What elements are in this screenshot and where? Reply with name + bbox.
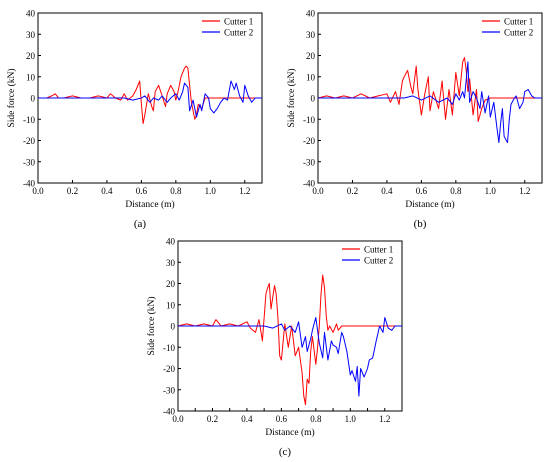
- y-tick-label-0-3: -10: [23, 115, 35, 125]
- y-tick-label-1-7: 30: [306, 30, 316, 40]
- panel-label-a: (a): [134, 218, 147, 230]
- x-tick-label-1-5: 1.0: [485, 186, 497, 196]
- legend-label-1-0: Cutter 1: [504, 17, 533, 27]
- chart-panel-a: -40 -30 -20 -10 0 10 20 30 40 0.0 0.2 0.4 0.6 0.8 1.0 1…: [6, 9, 263, 210]
- legend-label-1-1: Cutter 2: [504, 28, 533, 38]
- x-tick-label-2-12: 1.2: [379, 414, 390, 424]
- y-tick-label-1-8: 40: [306, 9, 316, 19]
- y-tick-label-0-4: 0: [31, 94, 36, 104]
- y-tick-label-2-1: -30: [163, 385, 175, 395]
- y-tick-label-1-6: 20: [306, 51, 316, 61]
- legend-label-2-1: Cutter 2: [364, 256, 393, 266]
- x-tick-label-1-2: 0.4: [381, 186, 393, 196]
- y-axis-label-1: Side force (kN): [286, 68, 297, 127]
- x-tick-label-2-2: 0.2: [207, 414, 218, 424]
- series-line-2-1: [178, 317, 402, 397]
- x-tick-label-0-3: 0.6: [136, 186, 148, 196]
- x-tick-label-2-6: 0.6: [276, 414, 288, 424]
- legend-label-0-1: Cutter 2: [224, 28, 253, 38]
- series-line-1-0: [318, 57, 542, 122]
- y-tick-label-1-2: -20: [303, 136, 315, 146]
- y-tick-label-2-3: -10: [163, 343, 175, 353]
- x-tick-label-0-1: 0.2: [67, 186, 78, 196]
- chart-panel-c: -40 -30 -20 -10 0 10 20 30 40 0.0 0.2 0.4 0.6 0.8 1.0 1…: [146, 237, 403, 438]
- x-axis-label-1: Distance (m): [405, 199, 454, 210]
- y-tick-label-0-1: -30: [23, 157, 35, 167]
- x-tick-label-0-4: 0.8: [170, 186, 182, 196]
- y-tick-label-2-8: 40: [166, 237, 176, 247]
- y-tick-label-0-2: -20: [23, 136, 35, 146]
- x-tick-label-1-6: 1.2: [519, 186, 530, 196]
- y-tick-label-2-6: 20: [166, 279, 176, 289]
- y-tick-label-0-6: 20: [26, 51, 36, 61]
- x-tick-label-2-4: 0.4: [241, 414, 253, 424]
- x-tick-label-2-10: 1.0: [345, 414, 357, 424]
- y-tick-label-1-0: -40: [303, 179, 315, 189]
- x-axis-label-2: Distance (m): [265, 427, 314, 438]
- x-tick-label-1-0: 0.0: [312, 186, 324, 196]
- y-tick-label-0-0: -40: [23, 179, 35, 189]
- x-tick-label-0-2: 0.4: [101, 186, 113, 196]
- y-tick-label-0-5: 10: [26, 72, 36, 82]
- legend-label-2-0: Cutter 1: [364, 245, 393, 255]
- y-tick-label-2-2: -20: [163, 364, 175, 374]
- y-tick-label-2-0: -40: [163, 407, 175, 417]
- y-axis-label-2: Side force (kN): [146, 296, 157, 355]
- panel-label-b: (b): [414, 218, 427, 230]
- y-tick-label-1-4: 0: [311, 94, 316, 104]
- panel-label-c: (c): [279, 446, 292, 458]
- x-tick-label-1-3: 0.6: [416, 186, 428, 196]
- y-tick-label-2-5: 10: [166, 300, 176, 310]
- x-tick-label-0-6: 1.2: [239, 186, 250, 196]
- series-line-0-1: [38, 80, 262, 118]
- x-tick-label-0-5: 1.0: [205, 186, 217, 196]
- legend-label-0-0: Cutter 1: [224, 17, 253, 27]
- series-line-1-1: [318, 61, 542, 144]
- chart-panel-b: -40 -30 -20 -10 0 10 20 30 40 0.0 0.2 0.4 0.6 0.8 1.0 1…: [286, 9, 543, 210]
- x-tick-label-2-0: 0.0: [172, 414, 184, 424]
- x-tick-label-1-1: 0.2: [347, 186, 358, 196]
- y-axis-label-0: Side force (kN): [6, 68, 17, 127]
- series-line-2-0: [178, 274, 402, 406]
- x-axis-label-0: Distance (m): [125, 199, 174, 210]
- x-tick-label-0-0: 0.0: [32, 186, 44, 196]
- y-tick-label-2-7: 30: [166, 258, 176, 268]
- y-tick-label-1-5: 10: [306, 72, 316, 82]
- y-tick-label-1-1: -30: [303, 157, 315, 167]
- y-tick-label-0-7: 30: [26, 30, 36, 40]
- y-tick-label-1-3: -10: [303, 115, 315, 125]
- x-tick-label-2-8: 0.8: [310, 414, 322, 424]
- y-tick-label-0-8: 40: [26, 9, 36, 19]
- y-tick-label-2-4: 0: [171, 322, 176, 332]
- x-tick-label-1-4: 0.8: [450, 186, 462, 196]
